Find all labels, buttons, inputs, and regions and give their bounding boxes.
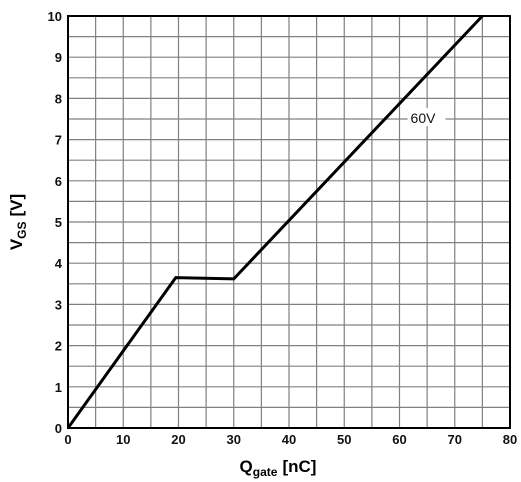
annotation-background (407, 108, 446, 127)
x-tick-label: 60 (392, 432, 406, 447)
y-tick-label: 0 (55, 421, 62, 436)
y-tick-label: 5 (55, 215, 62, 230)
y-tick-label: 9 (55, 50, 62, 65)
y-tick-label: 3 (55, 297, 62, 312)
x-axis-label-main: Q (240, 457, 253, 476)
axes (67, 15, 511, 429)
x-tick-label: 0 (64, 432, 71, 447)
x-tick-label: 40 (282, 432, 296, 447)
y-tick-label: 8 (55, 91, 62, 106)
x-axis-label-unit: [nC] (282, 457, 316, 476)
y-tick-label: 2 (55, 339, 62, 354)
y-axis-label-sub: GS (15, 221, 29, 238)
y-tick-labels: 0 1 2 3 4 5 6 7 8 9 10 (48, 9, 63, 436)
series-layer (66, 14, 484, 429)
plot-frame (67, 15, 511, 429)
y-tick-label: 4 (55, 256, 63, 271)
x-tick-labels: 0 10 20 30 40 50 60 70 80 (64, 432, 517, 447)
y-tick-label: 10 (48, 9, 62, 24)
y-tick-label: 7 (55, 133, 62, 148)
y-tick-label: 6 (55, 174, 62, 189)
annotation-label: 60V (411, 110, 437, 126)
series-line (66, 14, 484, 429)
x-axis-label-sub: gate (253, 465, 278, 479)
y-axis-label-unit: [V] (7, 194, 26, 217)
x-tick-label: 70 (448, 432, 462, 447)
x-tick-label: 30 (227, 432, 241, 447)
y-tick-label: 1 (55, 380, 62, 395)
x-tick-label: 80 (503, 432, 517, 447)
y-axis-label: VGS [V] (7, 194, 29, 250)
x-tick-label: 20 (171, 432, 185, 447)
x-tick-label: 10 (116, 432, 130, 447)
x-axis-label: Qgate [nC] (240, 457, 317, 479)
x-tick-label: 50 (337, 432, 351, 447)
annotation-layer: 60V (407, 108, 446, 127)
y-axis-label-main: V (7, 238, 26, 250)
